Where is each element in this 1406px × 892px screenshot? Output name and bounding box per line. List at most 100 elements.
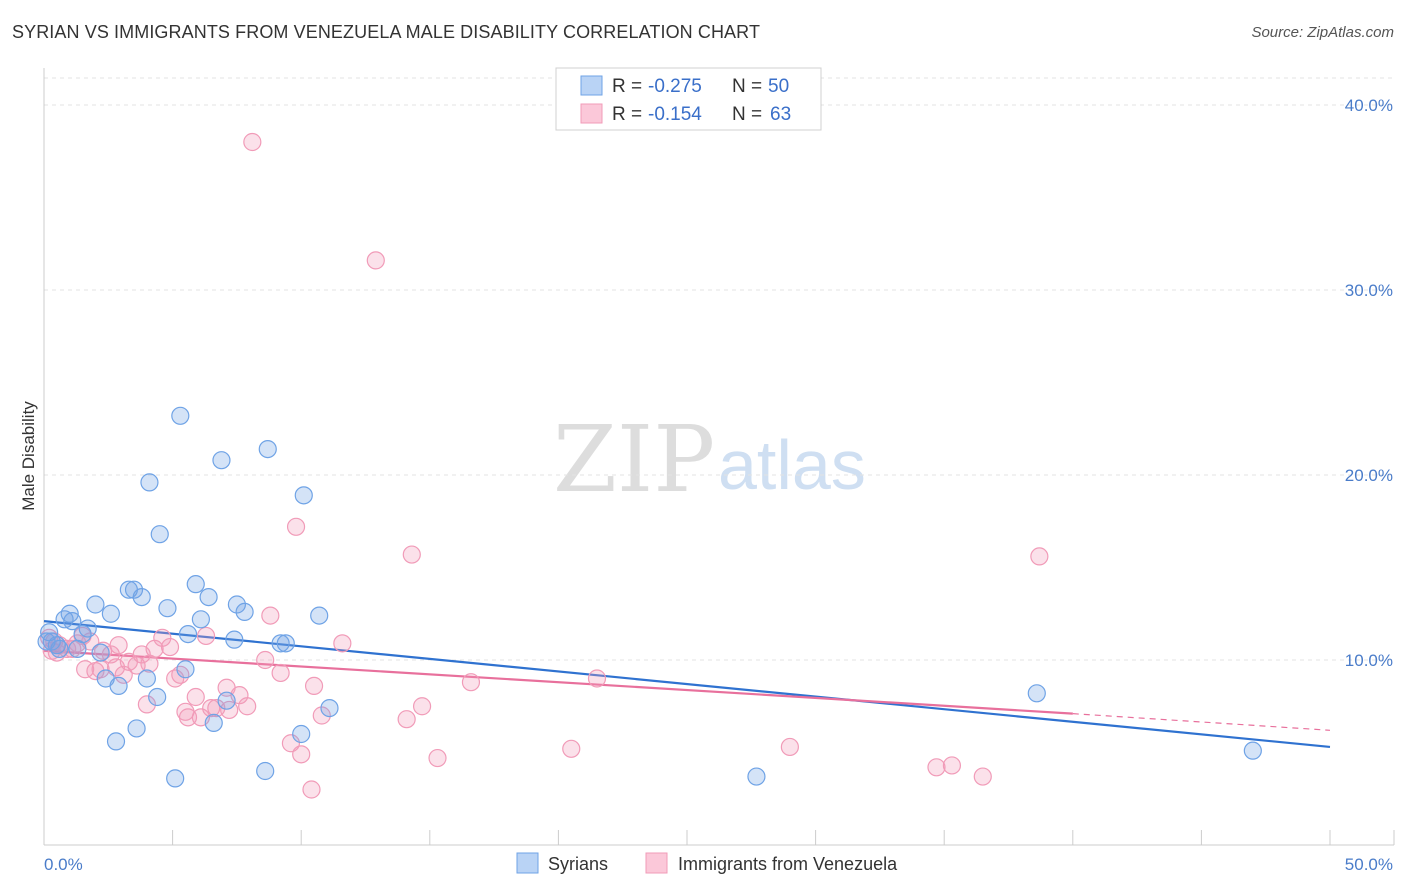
syrians-point [320, 698, 339, 718]
series-venezuela-points [40, 132, 1049, 799]
venezuela-point [160, 637, 180, 657]
legend-swatch-syrians [580, 75, 603, 96]
venezuela-point [261, 606, 280, 625]
venezuela-point [256, 650, 275, 670]
y-tick-label: 40.0% [1345, 96, 1393, 115]
venezuela-point [461, 673, 481, 692]
syrians-point [310, 606, 329, 625]
syrians-point [294, 486, 313, 505]
syrians-point [292, 724, 311, 744]
venezuela-point [397, 710, 416, 729]
syrians-point [127, 719, 146, 738]
syrians-point [63, 612, 82, 631]
syrians-point [86, 595, 105, 614]
legend-n-label-syrians: N = [732, 76, 762, 97]
legend-n-value-venezuela: 63 [770, 104, 791, 125]
syrians-point [191, 610, 210, 629]
series-legend: Syrians Immigrants from Venezuela [516, 852, 898, 874]
venezuela-point [927, 758, 946, 777]
syrians-point [212, 451, 231, 470]
series-legend-swatch-venezuela [645, 852, 668, 874]
syrians-point [109, 676, 128, 696]
venezuela-point [153, 628, 172, 647]
venezuela-point [304, 676, 324, 696]
syrians-point [1243, 741, 1262, 760]
syrians-trend-line [43, 620, 1331, 749]
venezuela-point [412, 697, 432, 716]
legend-n-value-syrians: 50 [768, 76, 789, 97]
x-axis-tick-labels: 0.0% 50.0% [44, 855, 1393, 874]
x-axis-ticks [43, 830, 1395, 845]
syrians-point [166, 769, 185, 788]
y-axis-label: Male Disability [19, 401, 38, 511]
syrians-point [91, 643, 110, 662]
syrians-point [101, 604, 120, 623]
venezuela-point [942, 756, 962, 775]
x-tick-label-min: 0.0% [44, 855, 83, 874]
syrians-point [60, 604, 79, 623]
venezuela-point [587, 669, 607, 688]
venezuela-trend-line-extension [1072, 713, 1331, 731]
venezuela-point [780, 737, 799, 757]
series-legend-label-venezuela: Immigrants from Venezuela [678, 854, 898, 874]
venezuela-point [196, 626, 216, 646]
syrians-point [178, 624, 198, 644]
legend-swatch-venezuela [580, 103, 603, 124]
venezuela-trend-line [43, 649, 1073, 715]
syrians-point [204, 713, 223, 733]
venezuela-point [292, 745, 311, 764]
syrians-point [258, 440, 277, 459]
gridlines [44, 77, 1394, 661]
syrians-point [171, 406, 190, 425]
syrians-point [256, 761, 275, 781]
syrians-point [124, 580, 144, 599]
legend-r-label-venezuela: R = [612, 104, 642, 125]
legend-r-value-syrians: -0.275 [648, 76, 702, 97]
chart-title: SYRIAN VS IMMIGRANTS FROM VENEZUELA MALE… [12, 22, 761, 42]
x-tick-label-max: 50.0% [1345, 855, 1393, 874]
venezuela-point [302, 780, 321, 799]
legend-r-label-syrians: R = [612, 76, 642, 97]
venezuela-point [366, 251, 385, 270]
syrians-point [176, 660, 195, 679]
syrians-point [1027, 684, 1046, 703]
syrians-point [747, 767, 766, 786]
syrians-point [132, 587, 151, 607]
syrians-point [78, 619, 97, 638]
syrians-point [186, 575, 205, 594]
watermark-atlas: atlas [718, 426, 866, 504]
syrians-point [37, 632, 56, 651]
series-legend-label-syrians: Syrians [548, 854, 608, 874]
venezuela-point [281, 734, 301, 753]
syrians-point [106, 732, 126, 751]
syrians-point [148, 687, 167, 707]
venezuela-point [428, 748, 447, 768]
y-axis-tick-labels: 10.0% 20.0% 30.0% 40.0% [1345, 96, 1393, 670]
syrians-point [225, 630, 244, 649]
venezuela-point [562, 739, 581, 758]
venezuela-point [238, 697, 257, 716]
syrians-point [227, 595, 246, 614]
y-tick-label: 20.0% [1345, 466, 1393, 485]
venezuela-point [402, 545, 421, 564]
venezuela-point [109, 636, 128, 655]
venezuela-point [202, 698, 221, 718]
trend-lines [43, 620, 1331, 749]
syrians-point [199, 587, 218, 607]
y-tick-label: 30.0% [1345, 281, 1393, 300]
syrians-point [73, 624, 92, 644]
watermark: ZIP atlas [553, 406, 866, 513]
venezuela-point [171, 665, 190, 684]
venezuela-point [312, 706, 331, 725]
venezuela-point [1030, 547, 1049, 566]
syrians-point [140, 473, 159, 492]
source-attribution: Source: ZipAtlas.com [1251, 24, 1394, 41]
venezuela-point [186, 687, 205, 707]
venezuela-point [271, 663, 290, 683]
syrians-point [271, 634, 290, 653]
syrians-point [217, 691, 236, 710]
y-tick-label: 10.0% [1345, 651, 1393, 670]
venezuela-point [973, 767, 992, 786]
syrians-point [158, 599, 177, 618]
